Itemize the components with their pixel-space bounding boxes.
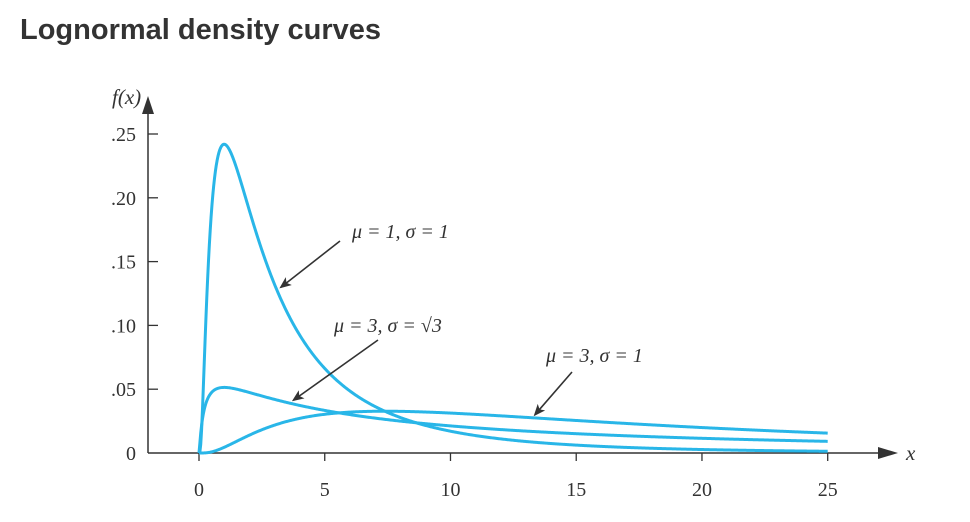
series-line-0 bbox=[197, 142, 829, 454]
x-axis-arrow bbox=[878, 447, 898, 459]
y-tick-label: .10 bbox=[111, 315, 136, 337]
annotation-arrow-0 bbox=[279, 240, 341, 289]
x-tick-label: 25 bbox=[818, 479, 838, 501]
y-tick-label: .05 bbox=[111, 379, 136, 401]
series-line-2 bbox=[198, 409, 829, 455]
annotation-label-0: μ = 1, σ = 1 bbox=[351, 221, 449, 243]
y-tick-label: .25 bbox=[111, 124, 136, 146]
axes: f(x) x 0 .05 .10 .15 .20 .25 0 5 10 15 20 25 bbox=[111, 85, 916, 501]
x-tick-label: 10 bbox=[440, 479, 460, 501]
y-axis-label: f(x) bbox=[112, 85, 141, 109]
x-tick-label: 5 bbox=[320, 479, 330, 501]
y-axis-arrow bbox=[142, 96, 154, 114]
annotations: μ = 1, σ = 1 μ = 3, σ = √3 μ = 3, σ = 1 bbox=[279, 221, 643, 417]
page-title: Lognormal density curves bbox=[20, 14, 381, 46]
y-tick-label: 0 bbox=[126, 443, 136, 465]
y-tick-label: .20 bbox=[111, 188, 136, 210]
x-tick-label: 15 bbox=[566, 479, 586, 501]
curves bbox=[197, 142, 829, 455]
annotation-label-1: μ = 3, σ = √3 bbox=[333, 315, 442, 337]
x-axis-label: x bbox=[905, 441, 916, 465]
annotation-arrow-1 bbox=[291, 339, 379, 402]
annotation-arrow-2 bbox=[533, 371, 573, 417]
x-tick-label: 0 bbox=[194, 479, 204, 501]
series-line-1 bbox=[197, 385, 829, 454]
x-tick-label: 20 bbox=[692, 479, 712, 501]
y-tick-label: .15 bbox=[111, 252, 136, 274]
annotation-label-2: μ = 3, σ = 1 bbox=[545, 345, 643, 367]
